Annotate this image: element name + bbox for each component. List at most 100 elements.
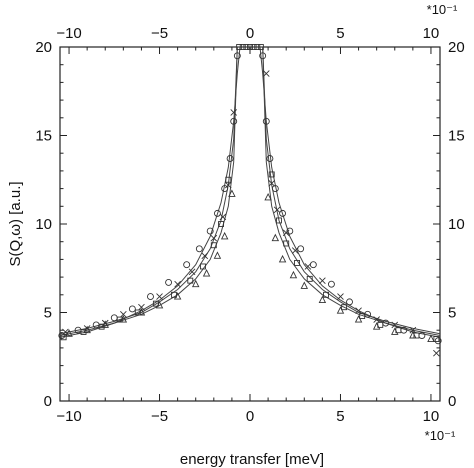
data-point-square <box>377 321 384 328</box>
top-x-multiplier: *10⁻¹ <box>427 2 458 17</box>
data-point-cross <box>273 206 281 214</box>
tick-labels-group: −10 −10 −5 −5 0 0 5 5 10 10 0 0 5 5 10 10 15 15 20 20 <box>35 25 464 425</box>
data-point-square <box>433 336 440 342</box>
y-tick-label: 20 <box>35 39 52 56</box>
data-point-triangle <box>65 329 73 337</box>
data-point-cross <box>188 268 196 276</box>
data-point-cross <box>373 316 380 323</box>
x-top-tick-label: 0 <box>246 25 254 42</box>
data-point-square <box>250 44 257 50</box>
data-point-circle <box>92 321 100 329</box>
data-point-circle <box>213 209 221 217</box>
data-point-circle <box>183 261 191 269</box>
plot-frame <box>59 46 441 402</box>
data-point-cross <box>210 234 218 242</box>
data-point-circle <box>279 209 287 217</box>
data-point-circle <box>221 185 229 193</box>
data-point-triangle <box>289 270 298 279</box>
data-point-cross <box>409 326 417 334</box>
data-point-square <box>395 327 402 334</box>
data-point-triangle <box>213 251 222 259</box>
x-tick-label: −10 <box>56 408 81 425</box>
data-point-square <box>80 329 87 335</box>
data-point-cross <box>304 263 312 270</box>
data-point-triangle <box>391 327 399 335</box>
y-axis-label: S(Q,ω) [a.u.] <box>7 181 24 266</box>
data-point-circle <box>195 245 203 253</box>
data-point-square <box>134 309 141 316</box>
data-point-square <box>218 221 224 227</box>
x-top-tick-label: −10 <box>56 25 81 42</box>
data-point-triangle <box>372 322 381 330</box>
data-point-circle <box>271 185 279 193</box>
data-point-square <box>98 323 105 330</box>
data-point-circle <box>58 332 66 339</box>
y-tick-label: 5 <box>44 305 52 322</box>
data-point-cross <box>355 307 362 315</box>
data-point-circle <box>327 280 335 288</box>
data-point-cross <box>120 310 127 318</box>
x-tick-label: 5 <box>336 408 344 425</box>
data-point-cross <box>262 70 270 77</box>
data-point-circle <box>266 155 274 162</box>
data-point-square <box>413 332 420 339</box>
y-right-tick-label: 10 <box>448 216 465 233</box>
data-point-circle <box>110 314 118 322</box>
data-point-square <box>187 277 194 284</box>
fit-curve <box>59 46 441 338</box>
data-point-cross <box>319 277 326 284</box>
ticks-group <box>60 46 440 402</box>
data-point-square <box>225 176 232 183</box>
data-point-square <box>60 334 67 341</box>
fit-curve <box>59 46 441 335</box>
data-point-cross <box>230 109 238 116</box>
data-point-square <box>200 263 206 270</box>
data-point-square <box>276 217 282 224</box>
data-point-triangle <box>191 279 200 288</box>
data-point-square <box>294 259 300 266</box>
data-point-triangle <box>278 254 287 263</box>
data-point-cross <box>291 247 299 254</box>
x-tick-label: −5 <box>151 408 168 425</box>
data-point-circle <box>262 117 270 125</box>
data-point-triangle <box>336 306 345 314</box>
data-point-circle <box>128 305 136 313</box>
y-right-tick-label: 20 <box>448 39 465 56</box>
data-point-cross <box>174 280 181 288</box>
data-point-cross <box>201 252 209 260</box>
markers-group <box>58 44 442 357</box>
data-point-square <box>283 240 290 247</box>
data-point-circle <box>206 227 214 235</box>
data-point-cross <box>282 229 290 237</box>
y-tick-label: 10 <box>35 216 52 233</box>
data-point-square <box>268 171 275 178</box>
data-point-square <box>247 44 253 50</box>
data-point-square <box>341 304 348 311</box>
data-point-triangle <box>300 281 309 289</box>
data-point-square <box>243 44 250 50</box>
x-tick-label: 0 <box>246 408 254 425</box>
data-point-circle <box>309 261 317 269</box>
data-point-circle <box>297 245 305 253</box>
data-point-triangle <box>271 233 280 242</box>
y-right-tick-label: 15 <box>448 128 465 145</box>
bottom-x-multiplier: *10⁻¹ <box>425 428 456 443</box>
data-point-cross <box>138 303 145 311</box>
data-point-triangle <box>228 189 236 197</box>
data-point-circle <box>346 298 353 306</box>
fit-curves-group <box>59 46 441 338</box>
data-point-cross <box>391 321 399 329</box>
data-point-square <box>239 44 246 50</box>
data-point-circle <box>230 117 238 125</box>
data-point-triangle <box>264 192 272 201</box>
data-point-square <box>210 242 217 249</box>
data-point-square <box>257 44 264 50</box>
data-point-circle <box>434 337 442 345</box>
data-point-cross <box>268 179 276 187</box>
data-point-triangle <box>354 315 363 323</box>
data-point-circle <box>147 293 154 301</box>
y-tick-label: 0 <box>44 393 52 410</box>
x-tick-label: 10 <box>423 408 440 425</box>
data-point-circle <box>226 155 234 162</box>
